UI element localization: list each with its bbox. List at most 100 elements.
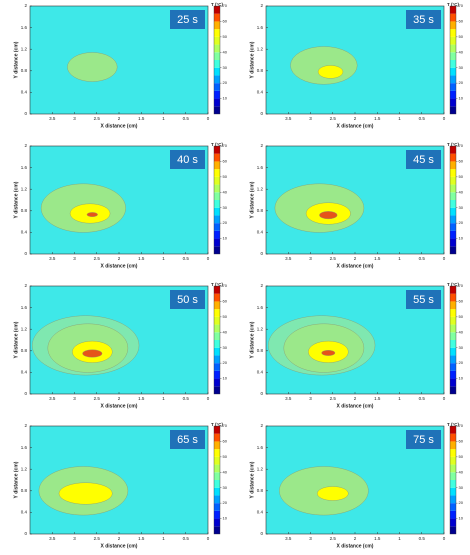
colorbar-segment bbox=[214, 355, 220, 364]
x-axis-label: X distance (cm) bbox=[337, 263, 374, 269]
colorbar-tick-label: 50 bbox=[223, 174, 228, 179]
x-tick-label: 3.5 bbox=[49, 536, 56, 541]
colorbar-segment bbox=[214, 36, 220, 45]
colorbar-segment bbox=[450, 44, 456, 53]
colorbar-segment bbox=[450, 510, 456, 519]
colorbar-tick-label: 50 bbox=[459, 34, 464, 39]
colorbar-segment bbox=[450, 169, 456, 177]
colorbar-segment bbox=[214, 426, 220, 434]
panel-title: 35 s bbox=[413, 14, 434, 26]
y-tick-label: 0 bbox=[24, 251, 27, 256]
x-tick-label: 1.5 bbox=[374, 536, 381, 541]
colorbar-segment bbox=[450, 487, 456, 496]
x-tick-label: 2.5 bbox=[330, 256, 337, 261]
colorbar-tick-label: 70 bbox=[223, 143, 228, 148]
colorbar-tick-label: 50 bbox=[459, 454, 464, 459]
panel-title: 55 s bbox=[413, 294, 434, 306]
colorbar-segment bbox=[450, 200, 456, 208]
colorbar-segment bbox=[214, 363, 220, 371]
y-tick-label: 1.6 bbox=[257, 445, 264, 450]
x-tick-label: 1.5 bbox=[374, 396, 381, 401]
colorbar-label: T (°C) bbox=[211, 2, 224, 7]
colorbar-segment bbox=[450, 192, 456, 200]
x-tick-label: 3 bbox=[73, 536, 76, 541]
panel: 3.5 3 2.5 2 1.5 1 0.5 0 0 0.4 0.8 1.2 1.6 2 X distance… bbox=[13, 282, 227, 409]
colorbar-segment bbox=[450, 370, 456, 379]
y-tick-label: 1.2 bbox=[21, 186, 28, 191]
colorbar-label: T (°C) bbox=[447, 142, 460, 147]
x-axis-label: X distance (cm) bbox=[101, 263, 138, 269]
y-axis-label: Y distance (cm) bbox=[13, 461, 19, 498]
colorbar-frame bbox=[449, 285, 457, 395]
colorbar-segment bbox=[450, 347, 456, 356]
x-axis-label: X distance (cm) bbox=[337, 403, 374, 409]
panel-title: 50 s bbox=[177, 294, 198, 306]
colorbar-segment bbox=[450, 456, 456, 465]
x-tick-label: 0 bbox=[443, 116, 446, 121]
x-tick-label: 1 bbox=[398, 396, 401, 401]
colorbar-segment bbox=[214, 106, 220, 114]
x-tick-label: 3.5 bbox=[285, 116, 292, 121]
time-badge bbox=[406, 10, 441, 29]
y-tick-label: 2 bbox=[260, 3, 263, 8]
x-tick-label: 1 bbox=[162, 116, 165, 121]
y-tick-label: 1.2 bbox=[21, 466, 28, 471]
panel: 3.5 3 2.5 2 1.5 1 0.5 0 0 0.4 0.8 1.2 1.6 2 X distance… bbox=[249, 282, 463, 409]
y-tick-label: 0.4 bbox=[21, 510, 28, 515]
colorbar-label: T (°C) bbox=[447, 2, 460, 7]
colorbar-tick-label: 20 bbox=[459, 220, 464, 225]
y-tick-label: 1.2 bbox=[21, 326, 28, 331]
colorbar-segment bbox=[214, 90, 220, 99]
colorbar-tick-label: 20 bbox=[459, 360, 464, 365]
colorbar-tick-label: 60 bbox=[223, 438, 228, 443]
colorbar-tick-label: 60 bbox=[459, 18, 464, 23]
colorbar-segment bbox=[450, 184, 456, 193]
colorbar-tick-label: 40 bbox=[459, 469, 464, 474]
panel-title: 25 s bbox=[177, 14, 198, 26]
colorbar-segment bbox=[450, 161, 456, 170]
x-tick-label: 0.5 bbox=[183, 396, 190, 401]
colorbar-tick-label: 20 bbox=[223, 220, 228, 225]
y-tick-label: 0.8 bbox=[257, 208, 264, 213]
panel-title: 75 s bbox=[413, 434, 434, 446]
colorbar-segment bbox=[450, 286, 456, 294]
colorbar-tick-label: 10 bbox=[223, 236, 228, 241]
colorbar-tick-label: 60 bbox=[223, 18, 228, 23]
contour-region bbox=[319, 211, 338, 220]
x-tick-label: 0 bbox=[207, 116, 210, 121]
contour-region bbox=[321, 350, 336, 356]
x-tick-label: 0.5 bbox=[183, 116, 190, 121]
colorbar-segment bbox=[450, 386, 456, 394]
x-tick-label: 3 bbox=[309, 396, 312, 401]
y-tick-label: 1.2 bbox=[257, 326, 264, 331]
panel: 3.5 3 2.5 2 1.5 1 0.5 0 0 0.4 0.8 1.2 1.6 2 X distance… bbox=[13, 142, 227, 269]
x-axis-label: X distance (cm) bbox=[101, 543, 138, 549]
panel: 3.5 3 2.5 2 1.5 1 0.5 0 0 0.4 0.8 1.2 1.6 2 X distance… bbox=[249, 422, 463, 549]
colorbar-segment bbox=[214, 441, 220, 450]
x-tick-label: 3 bbox=[73, 256, 76, 261]
colorbar-tick-label: 50 bbox=[459, 314, 464, 319]
x-tick-label: 3 bbox=[309, 536, 312, 541]
colorbar-segment bbox=[214, 60, 220, 68]
colorbar-tick-label: 70 bbox=[459, 283, 464, 288]
colorbar-segment bbox=[214, 192, 220, 200]
colorbar-segment bbox=[214, 200, 220, 208]
y-tick-label: 0.4 bbox=[257, 370, 264, 375]
y-tick-label: 1.6 bbox=[257, 25, 264, 30]
colorbar-segment bbox=[450, 378, 456, 387]
y-axis-label: Y distance (cm) bbox=[13, 321, 19, 358]
colorbar-segment bbox=[450, 472, 456, 480]
colorbar-segment bbox=[450, 13, 456, 22]
colorbar-segment bbox=[214, 301, 220, 310]
time-badge bbox=[170, 10, 205, 29]
y-tick-label: 0 bbox=[24, 111, 27, 116]
time-badge bbox=[406, 290, 441, 309]
colorbar-segment bbox=[450, 441, 456, 450]
colorbar-tick-label: 50 bbox=[223, 454, 228, 459]
contour-region bbox=[82, 349, 103, 358]
colorbar-label: T (°C) bbox=[447, 282, 460, 287]
x-tick-label: 1.5 bbox=[138, 536, 145, 541]
colorbar-segment bbox=[214, 518, 220, 527]
x-tick-label: 2.5 bbox=[94, 396, 101, 401]
colorbar-tick-label: 60 bbox=[223, 158, 228, 163]
